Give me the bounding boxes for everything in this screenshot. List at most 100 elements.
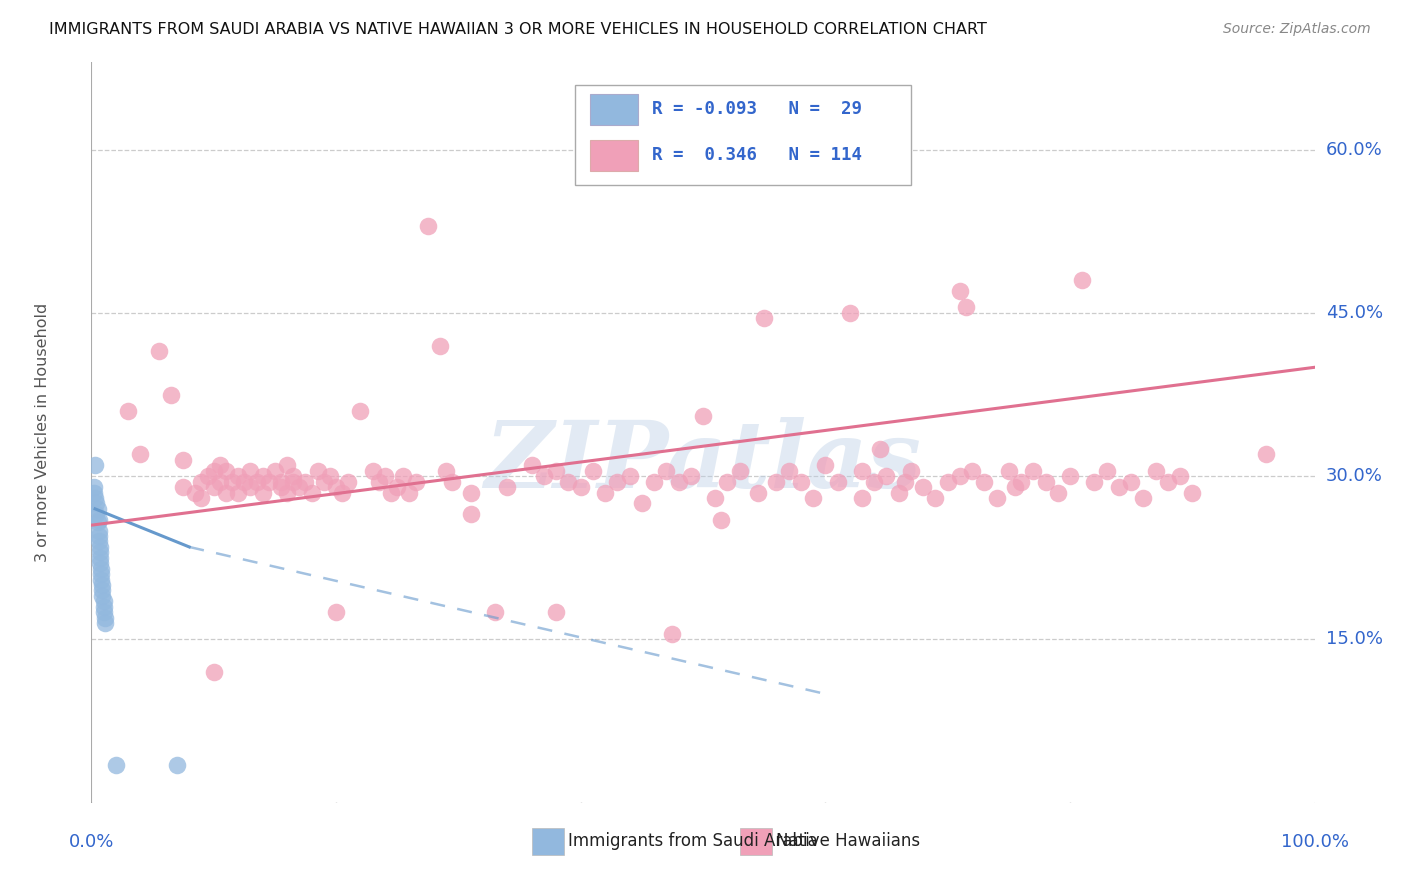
Point [301,485,323,500]
Point [973,475,995,489]
Point [84,508,107,522]
Point [283,469,305,483]
Point [86,501,108,516]
Point [1059,469,1081,483]
Point [245,475,267,489]
Point [117,404,139,418]
Point [704,491,727,505]
Point [239,464,262,478]
Point [838,306,860,320]
Point [90,567,112,582]
Point [87,534,110,549]
Point [661,627,683,641]
Point [851,464,873,478]
Point [367,475,389,489]
Point [94,616,117,631]
Point [728,464,751,478]
FancyBboxPatch shape [591,95,638,126]
Point [814,458,837,473]
Point [215,485,238,500]
Point [276,485,298,500]
Point [202,480,225,494]
Point [252,485,274,500]
Point [215,464,238,478]
Point [233,475,256,489]
Point [380,485,402,500]
Point [924,491,946,505]
Text: IMMIGRANTS FROM SAUDI ARABIA VS NATIVE HAWAIIAN 3 OR MORE VEHICLES IN HOUSEHOLD : IMMIGRANTS FROM SAUDI ARABIA VS NATIVE H… [49,22,987,37]
Text: 3 or more Vehicles in Household: 3 or more Vehicles in Household [35,303,51,562]
Point [239,480,262,494]
Point [747,485,769,500]
Point [546,464,568,478]
Text: 100.0%: 100.0% [1281,833,1348,851]
Text: 45.0%: 45.0% [1326,304,1384,322]
Point [593,485,616,500]
Point [325,605,347,619]
Point [84,496,107,510]
Point [900,464,922,478]
Point [790,475,813,489]
Point [361,464,384,478]
Point [1071,273,1094,287]
Point [307,464,329,478]
Point [172,453,194,467]
Point [405,475,427,489]
Point [91,583,114,598]
Point [894,475,917,489]
Point [606,475,628,489]
FancyBboxPatch shape [591,140,638,171]
Point [416,219,439,233]
Point [325,480,347,494]
Point [283,475,305,489]
Point [582,464,605,478]
Point [1022,464,1045,478]
Text: Source: ZipAtlas.com: Source: ZipAtlas.com [1223,22,1371,37]
Point [875,469,898,483]
Point [1046,485,1069,500]
Point [202,665,225,680]
Text: Immigrants from Saudi Arabia: Immigrants from Saudi Arabia [568,832,818,850]
Point [778,464,800,478]
Point [520,458,543,473]
Point [863,475,886,489]
Point [631,496,654,510]
Point [1132,491,1154,505]
Point [89,540,111,554]
Point [319,469,342,483]
Point [716,475,738,489]
Point [94,611,117,625]
Point [679,469,702,483]
Point [912,480,935,494]
Point [546,605,568,619]
Point [434,464,457,478]
Point [288,480,311,494]
Point [197,469,219,483]
Point [949,469,972,483]
Point [1181,485,1204,500]
Point [202,464,225,478]
Point [619,469,641,483]
Point [83,485,105,500]
Point [221,475,243,489]
Point [441,475,464,489]
Point [887,485,910,500]
Point [91,589,114,603]
Point [89,545,111,559]
Text: 15.0%: 15.0% [1326,631,1382,648]
Point [86,515,108,529]
Point [1083,475,1105,489]
Point [1108,480,1130,494]
Point [429,338,451,352]
Point [374,469,396,483]
Point [569,480,592,494]
Point [557,475,579,489]
Point [208,458,231,473]
Point [484,605,506,619]
Point [166,757,188,772]
Point [1144,464,1167,478]
Text: ZIPatlas: ZIPatlas [485,417,921,508]
Point [398,485,420,500]
Point [90,573,112,587]
Point [148,343,170,358]
